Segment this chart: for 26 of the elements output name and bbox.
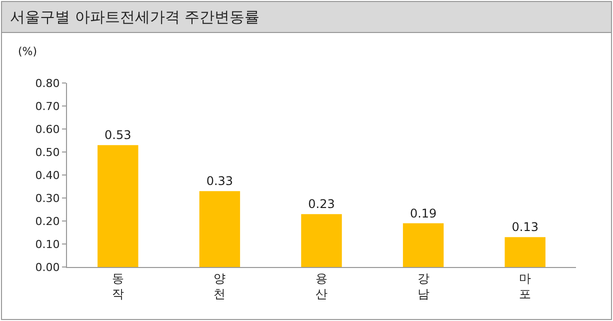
bar <box>402 223 444 267</box>
y-tick-label: 0.50 <box>35 146 60 159</box>
y-axis-title: (%) <box>18 45 38 58</box>
x-tick-label: 동작 <box>112 271 124 301</box>
bar <box>301 214 342 267</box>
data-label: 0.13 <box>512 220 538 234</box>
x-tick-label: 양천 <box>214 271 226 301</box>
y-tick-label: 0.00 <box>35 260 60 274</box>
y-tick-label: 0.80 <box>35 76 60 90</box>
bar <box>98 145 138 267</box>
x-tick-label: 강남 <box>417 271 430 301</box>
y-tick-label: 0.60 <box>35 122 60 136</box>
bar <box>199 191 240 267</box>
data-label: 0.19 <box>410 206 437 220</box>
bar <box>504 237 546 267</box>
y-tick-label: 0.30 <box>35 192 60 205</box>
data-label: 0.33 <box>206 174 234 188</box>
data-label: 0.23 <box>308 197 335 212</box>
y-tick-label: 0.20 <box>35 214 60 228</box>
y-tick-label: 0.10 <box>35 238 60 251</box>
data-label: 0.53 <box>104 128 132 142</box>
x-tick-label: 마포 <box>519 271 532 301</box>
y-tick-label: 0.70 <box>35 100 60 113</box>
y-tick-label: 0.40 <box>35 168 60 182</box>
x-tick-label: 용산 <box>316 271 328 301</box>
chart-title: 서울구별 아파트전세가격 주간변동률 <box>2 2 611 33</box>
